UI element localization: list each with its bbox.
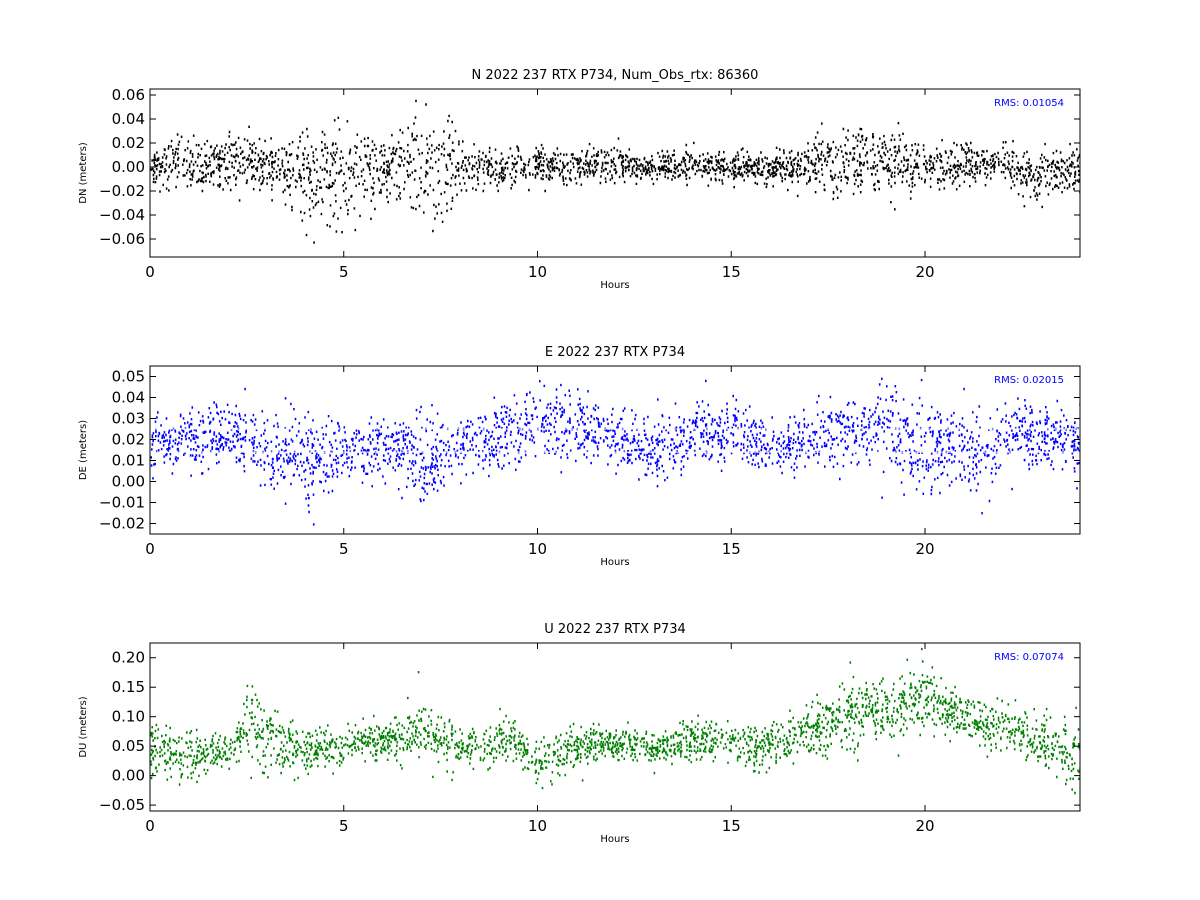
east-chart-title: E 2022 237 RTX P734 [545,345,685,360]
up-scatter-marks [150,647,1080,795]
east-ytick-label: 0.01 [112,452,145,470]
up-ytick-label: 0.20 [112,649,145,667]
north-xtick-label: 20 [915,263,934,281]
north-rms-annotation: RMS: 0.01054 [994,98,1064,109]
up-xtick-label: 10 [528,817,547,835]
up-ytick-label: −0.05 [99,796,145,814]
north-scatter-marks [150,99,1080,244]
up-ytick-label: 0.15 [112,678,145,696]
east-xtick-label: 10 [528,540,547,558]
north-ytick-label: 0.04 [112,110,145,128]
up-ytick-label: 0.10 [112,708,145,726]
north-ytick-label: 0.02 [112,134,145,152]
up-axes-frame [149,642,1081,812]
east-xaxis-label: Hours [600,557,629,568]
north-ytick-label: −0.06 [99,230,145,248]
north-panel: 0 5 10 15 20 0.06 0.04 0.02 0.00 −0.02 −0.04 −0.06 N… [78,68,1081,291]
north-xtick-label: 15 [722,263,741,281]
up-chart-title: U 2022 237 RTX P734 [544,622,686,637]
east-ytick-label: 0.04 [112,389,145,407]
north-ytick-label: −0.04 [99,206,145,224]
north-xtick-label: 0 [145,263,155,281]
up-panel: 0 5 10 15 20 0.20 0.15 0.10 0.05 0.00 −0.05 U 2022 … [78,622,1081,845]
up-ytick-label: 0.00 [112,767,145,785]
north-xtick-label: 10 [528,263,547,281]
east-rms-annotation: RMS: 0.02015 [994,375,1064,386]
north-ytick-label: 0.00 [112,158,145,176]
east-ytick-label: −0.01 [99,494,145,512]
north-yaxis-label: DN (meters) [78,142,89,204]
east-panel: 0 5 10 15 20 0.05 0.04 0.03 0.02 0.01 0.00 −0.01 −0.… [78,345,1081,568]
north-axes-frame [149,88,1081,258]
up-rms-annotation: RMS: 0.07074 [994,652,1064,663]
east-ytick-label: −0.02 [99,515,145,533]
up-xaxis-label: Hours [600,834,629,845]
up-xtick-label: 15 [722,817,741,835]
up-series-points [150,647,1080,795]
east-xtick-label: 5 [339,540,349,558]
up-xtick-label: 5 [339,817,349,835]
north-xtick-label: 5 [339,263,349,281]
up-yaxis-label: DU (meters) [78,696,89,757]
east-ytick-label: 0.02 [112,431,145,449]
east-ytick-label: 0.03 [112,410,145,428]
north-xaxis-label: Hours [600,280,629,291]
up-xtick-label: 0 [145,817,155,835]
east-scatter-marks [150,377,1080,526]
east-axes-frame [149,365,1081,535]
east-xtick-label: 15 [722,540,741,558]
east-xtick-label: 20 [915,540,934,558]
north-ytick-label: −0.02 [99,182,145,200]
east-xtick-label: 0 [145,540,155,558]
north-chart-title: N 2022 237 RTX P734, Num_Obs_rtx: 86360 [472,68,759,83]
east-ytick-label: 0.05 [112,368,145,386]
east-series-points [150,377,1080,526]
north-series-points [150,99,1080,244]
up-xtick-label: 20 [915,817,934,835]
east-yaxis-label: DE (meters) [78,420,89,480]
up-ytick-label: 0.05 [112,737,145,755]
north-ytick-label: 0.06 [112,86,145,104]
east-ytick-label: 0.00 [112,473,145,491]
